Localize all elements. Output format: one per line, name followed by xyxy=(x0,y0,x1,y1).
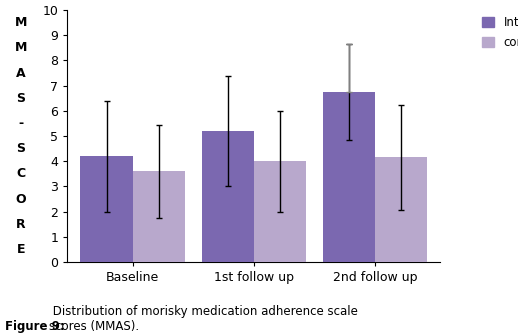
Text: S: S xyxy=(16,142,25,155)
Bar xyxy=(202,131,254,262)
Bar xyxy=(80,156,133,262)
Bar xyxy=(133,171,185,262)
Text: Figure 9:: Figure 9: xyxy=(5,320,65,333)
Text: C: C xyxy=(16,167,25,180)
Text: -: - xyxy=(18,117,23,130)
Text: M: M xyxy=(15,16,27,29)
Bar xyxy=(254,161,306,262)
Text: R: R xyxy=(16,218,25,231)
Bar xyxy=(323,92,375,262)
Legend: Intervention, control: Intervention, control xyxy=(482,16,518,49)
Text: E: E xyxy=(17,243,25,256)
Text: M: M xyxy=(15,41,27,54)
Text: O: O xyxy=(16,193,26,206)
Text: Distribution of morisky medication adherence scale
scores (MMAS).: Distribution of morisky medication adher… xyxy=(49,305,358,333)
Text: A: A xyxy=(16,67,25,80)
Text: S: S xyxy=(16,92,25,105)
Bar xyxy=(375,158,427,262)
